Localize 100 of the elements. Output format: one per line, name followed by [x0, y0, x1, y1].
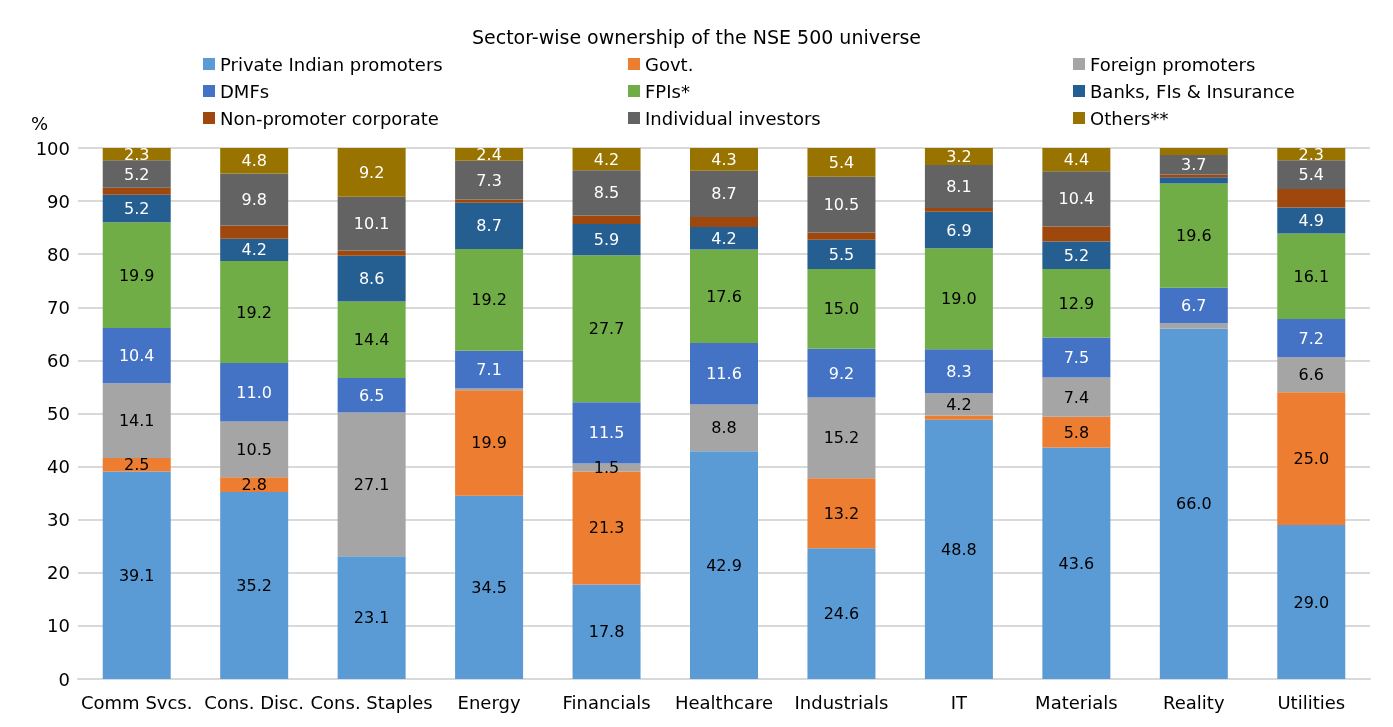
data-label: 10.5	[236, 439, 272, 459]
x-tick-label: Comm Svcs.	[81, 691, 193, 713]
data-label: 4.8	[241, 151, 267, 171]
legend-label: DMFs	[220, 80, 270, 102]
y-axis-title: %	[30, 112, 48, 134]
data-label: 24.6	[823, 604, 860, 624]
x-tick-label: Financials	[562, 691, 651, 713]
y-tick-label: 30	[47, 509, 70, 531]
legend-label: Individual investors	[645, 107, 821, 129]
data-label: 7.3	[476, 170, 502, 190]
data-label: 5.2	[124, 199, 150, 219]
data-label: 1.5	[593, 457, 620, 477]
data-label: 34.5	[471, 577, 507, 597]
data-label: 14.1	[118, 411, 155, 431]
x-tick-label: IT	[950, 691, 969, 713]
data-label: 4.4	[1063, 150, 1090, 170]
data-label: 5.5	[828, 244, 855, 264]
data-label: 4.9	[1298, 210, 1324, 230]
data-label: 19.2	[471, 290, 507, 310]
y-tick-label: 60	[47, 349, 70, 371]
data-label: 11.0	[236, 382, 272, 402]
y-tick-label: 20	[47, 562, 70, 584]
data-label: 6.9	[946, 220, 972, 240]
data-label: 3.7	[1181, 155, 1207, 175]
data-label: 7.2	[1298, 328, 1324, 348]
data-label: 29.0	[1293, 592, 1330, 612]
data-label: 14.4	[353, 330, 390, 350]
data-label: 5.2	[124, 164, 150, 184]
data-label: 66.0	[1176, 494, 1212, 514]
chart-title: Sector-wise ownership of the NSE 500 universe	[471, 25, 922, 48]
data-label: 5.2	[1063, 245, 1090, 265]
data-label: 15.2	[823, 428, 860, 448]
y-tick-label: 100	[35, 137, 70, 159]
data-label: 6.6	[1298, 365, 1324, 385]
data-label: 39.1	[118, 565, 155, 585]
data-label: 6.5	[358, 385, 385, 405]
data-label: 27.7	[588, 319, 625, 339]
data-label: 19.6	[1176, 226, 1212, 246]
data-label: 2.8	[241, 475, 267, 495]
data-label: 10.4	[118, 346, 155, 366]
data-label: 48.8	[941, 539, 977, 559]
data-label: 12.9	[1058, 293, 1095, 313]
data-label: 21.3	[588, 518, 625, 538]
data-label: 8.1	[946, 177, 972, 196]
y-tick-label: 0	[58, 668, 70, 690]
data-label: 4.3	[711, 149, 737, 169]
legend-label: Banks, FIs & Insurance	[1090, 80, 1295, 102]
data-label: 11.6	[706, 364, 742, 384]
data-label: 25.0	[1293, 449, 1330, 469]
y-tick-label: 10	[47, 615, 70, 637]
x-tick-label: Energy	[457, 691, 521, 713]
data-label: 9.2	[358, 162, 385, 182]
x-tick-label: Healthcare	[674, 691, 774, 713]
data-label: 10.1	[353, 214, 390, 234]
data-label: 11.5	[588, 423, 625, 443]
data-label: 4.2	[946, 394, 972, 414]
data-label: 19.2	[236, 302, 272, 322]
data-label: 5.4	[828, 152, 855, 172]
data-label: 7.1	[476, 360, 502, 380]
x-tick-label: Reality	[1163, 691, 1225, 713]
data-label: 8.5	[593, 183, 620, 203]
y-tick-label: 50	[47, 403, 70, 424]
data-label: 16.1	[1293, 266, 1330, 286]
data-label: 5.8	[1063, 422, 1090, 442]
x-tick-label: Cons. Disc.	[204, 691, 305, 713]
legend-label: Foreign promoters	[1090, 53, 1256, 75]
y-tick-label: 70	[47, 296, 70, 318]
x-tick-label: Materials	[1035, 691, 1118, 713]
data-label: 15.0	[823, 299, 860, 319]
data-label: 19.0	[941, 289, 977, 309]
data-label: 5.4	[1298, 165, 1324, 185]
data-label: 4.2	[711, 228, 737, 248]
data-label: 9.2	[828, 363, 855, 383]
data-label: 42.9	[706, 555, 742, 575]
x-tick-label: Industrials	[794, 691, 889, 713]
data-label: 2.3	[124, 144, 150, 164]
data-label: 2.3	[1298, 144, 1324, 164]
data-label: 3.2	[946, 147, 972, 166]
y-tick-label: 40	[47, 456, 70, 478]
data-label: 27.1	[353, 474, 390, 494]
y-tick-label: 80	[47, 243, 70, 265]
data-label: 5.9	[593, 230, 620, 250]
x-tick-label: Utilities	[1277, 691, 1346, 713]
data-label: 13.2	[823, 503, 860, 523]
data-label: 19.9	[118, 265, 155, 285]
data-label: 8.3	[946, 361, 972, 381]
y-tick-label: 90	[47, 190, 70, 212]
legend-label: Non-promoter corporate	[220, 107, 439, 129]
data-label: 8.7	[476, 216, 502, 236]
data-label: 17.8	[588, 622, 625, 642]
data-label: 2.5	[124, 455, 150, 475]
data-label: 8.6	[358, 269, 385, 289]
data-label: 7.5	[1063, 347, 1090, 367]
data-label: 7.4	[1063, 387, 1090, 407]
data-label: 9.8	[241, 190, 267, 210]
data-label: 4.2	[241, 240, 267, 260]
x-tick-label: Cons. Staples	[310, 691, 433, 713]
data-label: 4.2	[593, 149, 620, 169]
data-label: 35.2	[236, 576, 272, 596]
legend-label: FPIs*	[645, 80, 690, 102]
